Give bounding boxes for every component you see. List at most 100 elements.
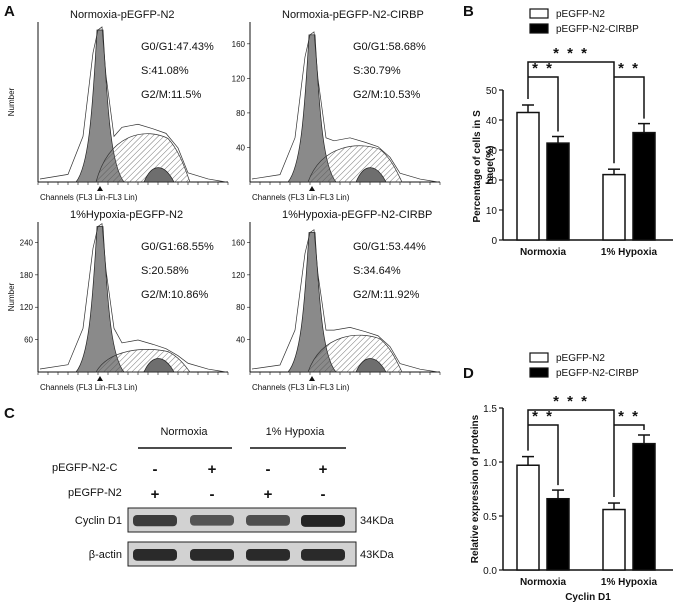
- s-stat: S:30.79%: [353, 65, 401, 77]
- g2m-stat: G2/M:11.5%: [141, 89, 202, 101]
- significance-bracket: [527, 409, 615, 498]
- histogram-y-tick-label: 180: [20, 271, 34, 280]
- marker-triangle-icon: [309, 186, 315, 191]
- group-label-hypoxia: 1% Hypoxia: [266, 426, 326, 438]
- bar: [602, 173, 626, 241]
- blot-label: β-actin: [89, 549, 122, 561]
- significance-bracket: [614, 424, 645, 430]
- g0g1-stat: G0/G1:47.43%: [141, 41, 214, 53]
- histogram-x-label: Channels (FL3 Lin-FL3 Lin): [252, 193, 350, 202]
- legend-label: pEGFP-N2: [556, 9, 605, 20]
- g2m-stat: G2/M:11.92%: [353, 289, 420, 301]
- group-label-normoxia: Normoxia: [160, 426, 208, 438]
- histogram-y-tick-label: 80: [236, 109, 245, 118]
- lane-sign: +: [319, 461, 328, 478]
- marker-triangle-icon: [309, 376, 315, 381]
- blot-band: [301, 515, 345, 527]
- histogram-panel: 240 180 120 60 1%Hypoxia-pEGFP-N2 G0/G1:68.55…: [7, 209, 229, 392]
- histogram-title: Normoxia-pEGFP-N2-CIRBP: [282, 9, 424, 21]
- histogram-panel: 160 120 80 40 1%Hypoxia-pEGFP-N2-CIRBP G0/G1:…: [232, 209, 441, 392]
- lane-sign: +: [208, 461, 217, 478]
- histogram-y-tick-label: 120: [20, 303, 34, 312]
- significance-bracket: [528, 424, 559, 486]
- x-axis-label: Cyclin D1: [565, 592, 611, 603]
- histogram-y-tick-label: 60: [24, 336, 33, 345]
- blot-band: [133, 549, 177, 561]
- histogram-title: 1%Hypoxia-pEGFP-N2-CIRBP: [282, 209, 432, 221]
- raw-histogram-outline: [251, 229, 439, 373]
- legend-label: pEGFP-N2-CIRBP: [556, 368, 639, 379]
- blot-band: [246, 549, 290, 561]
- g2m-peak: [355, 167, 387, 183]
- significance-stars: * *: [532, 408, 554, 425]
- y-axis-label-line: Percentage of cells in S: [472, 107, 483, 222]
- histogram-y-tick-label: 120: [232, 271, 246, 280]
- lane-sign: -: [153, 461, 158, 478]
- significance-bracket: [614, 76, 645, 119]
- y-axis-label-line: hage(%): [485, 146, 496, 185]
- bar: [602, 508, 626, 571]
- lane-sign: +: [151, 486, 160, 503]
- x-tick-label: 1% Hypoxia: [601, 577, 658, 588]
- lane-sign: -: [266, 461, 271, 478]
- bar: [546, 497, 570, 571]
- histogram-y-tick-label: 240: [20, 238, 34, 247]
- bar: [632, 131, 656, 241]
- y-tick-label: 40: [486, 116, 498, 127]
- panel-letter-a: A: [4, 3, 15, 20]
- blot-band: [246, 515, 290, 526]
- significance-stars: * *: [618, 60, 640, 77]
- lane-sign: +: [264, 486, 273, 503]
- g2m-stat: G2/M:10.86%: [141, 289, 208, 301]
- histogram-panel: Normoxia-pEGFP-N2 G0/G1:47.43% S:41.08% G2/…: [7, 9, 229, 202]
- row-label: pEGFP-N2: [68, 487, 122, 499]
- g0g1-stat: G0/G1:58.68%: [353, 41, 426, 53]
- legend-swatch: [529, 23, 549, 34]
- y-tick-label: 0.5: [483, 512, 497, 523]
- y-axis-label: Relative expression of proteins: [470, 414, 481, 563]
- lane-sign: -: [321, 486, 326, 503]
- s-phase-region: [95, 133, 191, 183]
- blot-band: [190, 515, 234, 526]
- histogram-y-tick-label: 160: [232, 238, 246, 247]
- histogram-title: Normoxia-pEGFP-N2: [70, 9, 175, 21]
- legend-swatch: [529, 352, 549, 363]
- g0g1-peak: [75, 226, 125, 373]
- bar: [546, 142, 570, 241]
- significance-stars: * *: [532, 60, 554, 77]
- g0g1-stat: G0/G1:53.44%: [353, 241, 426, 253]
- histogram-y-tick-label: 40: [236, 143, 245, 152]
- blot-label: Cyclin D1: [75, 515, 122, 527]
- panel-letter-d: D: [463, 365, 474, 382]
- blot-size: 43KDa: [360, 549, 395, 561]
- histogram-y-label: Number: [7, 87, 16, 116]
- bar: [516, 464, 540, 571]
- y-tick-label: 20: [486, 176, 498, 187]
- significance-bracket: [527, 61, 615, 164]
- raw-histogram-outline: [39, 26, 227, 183]
- significance-stars: * * *: [553, 393, 589, 410]
- g0g1-stat: G0/G1:68.55%: [141, 241, 214, 253]
- blot-band: [133, 515, 177, 527]
- y-tick-label: 10: [486, 206, 498, 217]
- g2m-stat: G2/M:10.53%: [353, 89, 420, 101]
- histogram-panel: 160 120 80 40 Normoxia-pEGFP-N2-CIRBP G0/G1:5…: [232, 9, 441, 202]
- y-tick-label: 50: [486, 86, 498, 97]
- blot-size: 34KDa: [360, 515, 395, 527]
- bar: [516, 111, 540, 241]
- histogram-x-label: Channels (FL3 Lin-FL3 Lin): [40, 383, 138, 392]
- histogram-grid: Normoxia-pEGFP-N2 G0/G1:47.43% S:41.08% G2/…: [7, 9, 441, 392]
- y-tick-label: 0.0: [483, 566, 497, 577]
- panel-letter-b: B: [463, 3, 474, 20]
- significance-bracket: [528, 76, 559, 132]
- y-tick-label: 1.0: [483, 458, 497, 469]
- row-label: pEGFP-N2-C: [52, 462, 117, 474]
- legend-swatch: [529, 8, 549, 19]
- legend-swatch: [529, 367, 549, 378]
- histogram-y-tick-label: 80: [236, 303, 245, 312]
- s-stat: S:34.64%: [353, 265, 401, 277]
- y-tick-label: 1.5: [483, 404, 497, 415]
